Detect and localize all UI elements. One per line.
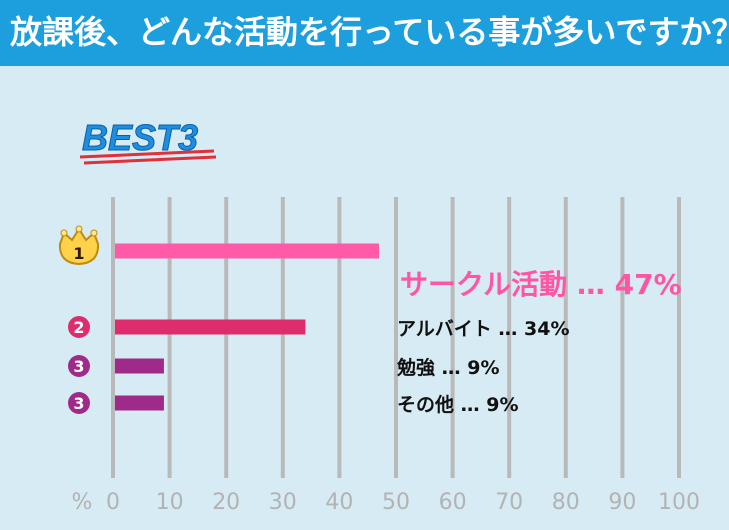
rank-circle-2 (68, 316, 90, 338)
bar-label-2: アルバイト … 34% (397, 318, 570, 340)
bar-label-3: 勉強 … 9% (396, 356, 500, 379)
x-axis: 0 10 20 30 40 50 60 70 80 90 100% (72, 490, 700, 515)
tick-label-10: 10 (156, 490, 184, 515)
rank-circle-4 (68, 392, 90, 414)
tick-label-30: 30 (269, 490, 297, 515)
rank-circle-3 (68, 355, 90, 377)
crown-icon (58, 225, 100, 266)
bar-label-4: その他 … 9% (397, 393, 519, 416)
tick-label-20: 20 (212, 490, 240, 515)
bar-4 (115, 395, 164, 411)
axis-unit-label: % (72, 490, 93, 515)
bar-3 (115, 358, 164, 374)
tick-label-40: 40 (325, 490, 353, 515)
bar-2 (115, 319, 306, 335)
rank-1-number: 1 (73, 244, 84, 263)
gridlines (111, 197, 681, 478)
badge-underline-1 (79, 149, 215, 159)
bar-labels: サークル活動 … 47% アルバイト … 34% 勉強 … 9% その他 … 9% (396, 268, 682, 416)
tick-label-90: 90 (608, 490, 636, 515)
tick-label-60: 60 (439, 490, 467, 515)
tick-label-70: 70 (495, 490, 523, 515)
badge-underline-2 (83, 155, 217, 165)
tick-label-100: 100 (658, 490, 700, 515)
tick-label-0: 0 (106, 490, 120, 515)
header-bar: 放課後、どんな活動を行っている事が多いですか？ (0, 0, 729, 66)
bar-1 (115, 243, 380, 259)
tick-label-50: 50 (382, 490, 410, 515)
best3-badge: BEST3 (79, 117, 217, 165)
tick-label-80: 80 (552, 490, 580, 515)
page-title: 放課後、どんな活動を行っている事が多いですか？ (10, 13, 729, 51)
rank-3-number: 3 (73, 357, 84, 376)
bars (115, 243, 380, 411)
rank-2-number: 2 (73, 318, 84, 337)
bar-label-1: サークル活動 … 47% (400, 268, 682, 301)
rank-badges: 1 2 3 3 (58, 225, 100, 414)
rank-4-number: 3 (73, 394, 84, 413)
